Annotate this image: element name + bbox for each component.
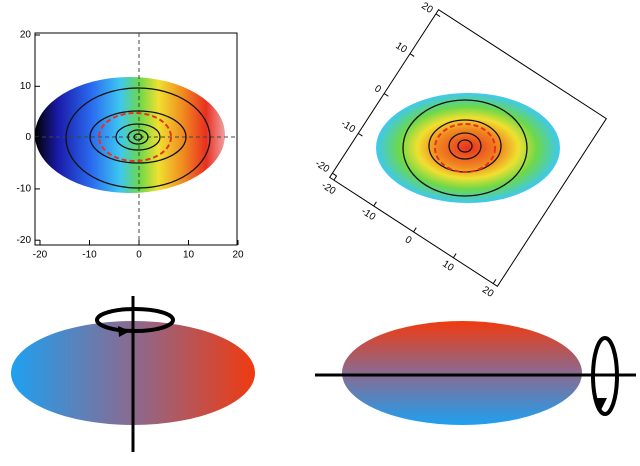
y-tick-label: 20 <box>20 30 32 41</box>
x-tick-label: 20 <box>480 284 496 300</box>
x-tick-label: -20 <box>33 250 48 261</box>
x-tick <box>333 175 338 181</box>
y-tick <box>435 13 441 18</box>
y-tick <box>357 132 363 137</box>
x-tick-label: 10 <box>183 250 195 261</box>
y-tick-label: 20 <box>419 1 435 17</box>
y-tick-label: 10 <box>393 40 409 56</box>
y-tick-label: -20 <box>313 158 331 175</box>
y-tick-label: -20 <box>17 235 32 246</box>
y-tick-label: 0 <box>25 132 31 143</box>
y-tick-label: -10 <box>17 184 32 195</box>
y-tick <box>383 93 389 97</box>
y-tick-label: 0 <box>372 83 383 95</box>
y-tick-label: -10 <box>339 118 357 135</box>
y-tick-label: 10 <box>20 81 32 92</box>
x-tick-label: 0 <box>136 250 142 261</box>
contours <box>65 87 211 189</box>
x-tick-label: -10 <box>359 206 377 223</box>
right-panel: -20 -10 0 10 20 20 10 0 -10 -20 <box>313 1 608 300</box>
y-tick <box>409 53 415 57</box>
left-panel: -20 -10 0 10 20 20 10 0 -10 -20 <box>17 30 244 261</box>
x-tick-label: 10 <box>440 259 456 275</box>
x-tick-label: 20 <box>232 250 244 261</box>
dashed-ring <box>98 112 172 162</box>
velocity-field <box>35 77 225 193</box>
rotation-diagram-left <box>11 296 255 452</box>
velocity-field <box>376 92 560 204</box>
x-tick <box>373 201 377 207</box>
rotation-diagram-right <box>315 321 636 425</box>
y-tick <box>332 172 337 177</box>
x-tick-label: -20 <box>319 180 337 197</box>
dashed-ring <box>434 123 496 173</box>
x-tick <box>452 253 457 259</box>
x-tick-label: -10 <box>82 250 97 261</box>
x-tick <box>492 279 497 284</box>
x-tick-label: 0 <box>403 234 414 246</box>
x-tick <box>413 227 417 233</box>
